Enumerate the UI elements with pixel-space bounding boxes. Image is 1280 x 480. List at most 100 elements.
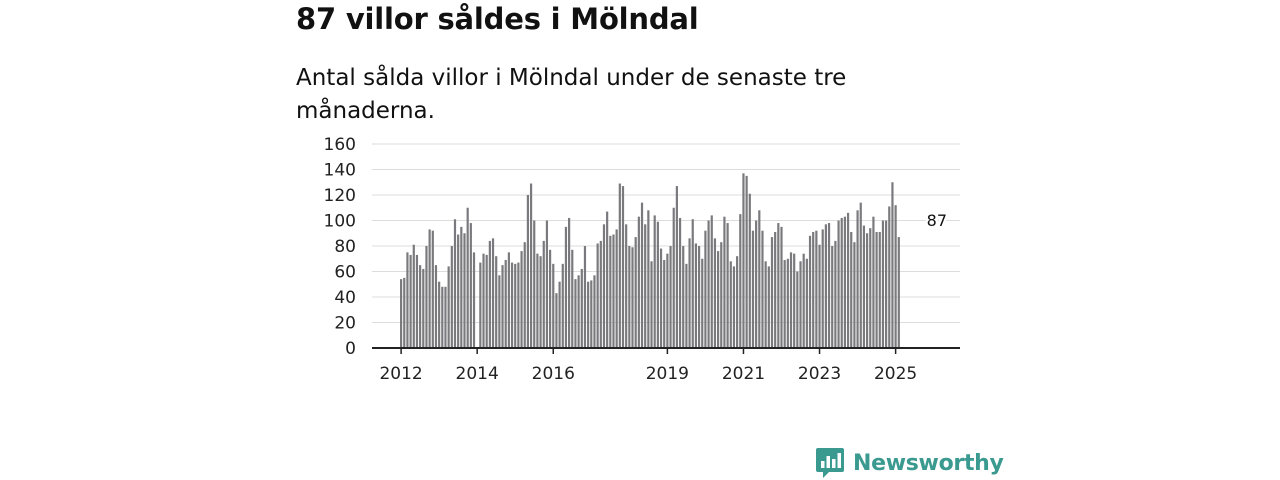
gridlines (372, 143, 960, 323)
bar (469, 223, 472, 348)
bar (885, 220, 888, 348)
x-tick-label: 2012 (379, 364, 422, 384)
y-axis-ticks: 0 20 40 60 80 100 120 140 160 (324, 135, 356, 359)
x-axis-ticks: 2012 2014 2016 2019 2021 2023 2025 (379, 348, 917, 384)
bar (517, 262, 520, 348)
bar (869, 228, 872, 348)
bars (400, 173, 900, 348)
y-tick-label: 160 (324, 135, 356, 155)
bar (536, 253, 539, 348)
bar (431, 230, 434, 348)
bar (501, 265, 504, 348)
bar (406, 252, 409, 348)
bar (618, 183, 621, 348)
y-tick-label: 20 (334, 314, 356, 334)
bar (840, 217, 843, 348)
bar (872, 216, 875, 348)
bar (453, 219, 457, 348)
bar (606, 211, 609, 348)
chart-title: 87 villor såldes i Mölndal (296, 2, 699, 36)
bar (856, 210, 859, 348)
bar (596, 243, 599, 348)
bar (495, 256, 498, 348)
bar (796, 271, 799, 348)
bar (548, 249, 552, 348)
bar (482, 253, 485, 348)
newsworthy-logo-icon (816, 448, 844, 478)
bar (498, 275, 501, 348)
y-tick-label: 80 (334, 237, 356, 257)
bar (783, 260, 786, 348)
bar (491, 238, 495, 348)
bar (568, 217, 571, 348)
bar (628, 246, 631, 348)
bar (682, 246, 685, 348)
bar (463, 233, 466, 348)
bar (875, 231, 878, 348)
bar (625, 224, 628, 348)
bar (742, 173, 745, 348)
bar (739, 214, 742, 348)
bar (615, 229, 618, 348)
bar (720, 242, 723, 348)
bar (666, 253, 669, 348)
bar (777, 223, 780, 348)
bar (888, 206, 891, 348)
bar (710, 215, 713, 348)
bar (678, 217, 682, 348)
x-tick-label: 2019 (646, 364, 689, 384)
bar (805, 258, 808, 348)
bar (412, 244, 415, 348)
bar (644, 224, 647, 348)
bar (587, 281, 590, 348)
bar (631, 247, 634, 348)
bar (685, 263, 688, 348)
bar (479, 262, 482, 348)
bar (520, 251, 523, 348)
bar (704, 230, 707, 348)
x-tick-label: 2021 (722, 364, 765, 384)
bar (846, 212, 850, 348)
bar (701, 258, 704, 348)
highlight-value-label: 87 (927, 211, 947, 230)
bar (539, 256, 542, 348)
bar (460, 226, 463, 348)
bar (419, 265, 422, 348)
bar (523, 242, 526, 348)
bar (812, 231, 815, 348)
y-tick-label: 60 (334, 263, 356, 283)
bar (675, 186, 678, 348)
bar (472, 252, 476, 348)
bar (758, 210, 761, 348)
bar (897, 237, 900, 348)
bar (574, 279, 577, 348)
bar (723, 216, 726, 348)
bar (707, 220, 710, 348)
bar (580, 268, 583, 348)
bar (878, 231, 881, 348)
bar (634, 237, 637, 348)
bar (425, 246, 428, 348)
brand-name: Newsworthy (853, 450, 1004, 476)
bar (593, 275, 596, 348)
y-tick-label: 140 (324, 161, 356, 181)
bar (428, 229, 431, 348)
bar (688, 238, 691, 348)
bar (447, 266, 450, 348)
bar (793, 253, 796, 348)
brand-logo[interactable]: Newsworthy (815, 446, 1004, 480)
bar (507, 252, 510, 348)
bar (891, 182, 894, 348)
x-tick-label: 2016 (532, 364, 575, 384)
bar (881, 220, 885, 348)
bar (529, 183, 533, 348)
bar (862, 225, 866, 348)
bar (510, 262, 514, 348)
bar (865, 233, 869, 348)
bar (650, 261, 653, 348)
bar (894, 205, 897, 348)
bar (748, 193, 751, 348)
bar (831, 246, 834, 348)
bar (770, 237, 774, 348)
